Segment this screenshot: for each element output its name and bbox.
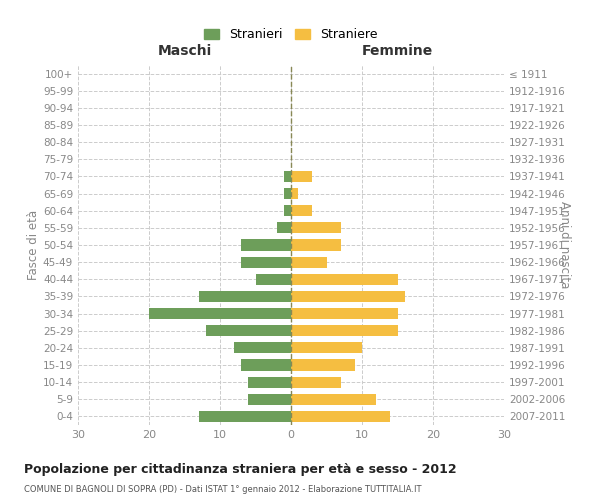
Bar	[291, 394, 376, 405]
Bar	[199, 411, 291, 422]
Bar	[291, 240, 341, 250]
Text: Maschi: Maschi	[157, 44, 212, 58]
Bar	[149, 308, 291, 319]
Bar	[284, 205, 291, 216]
Bar	[284, 171, 291, 182]
Y-axis label: Anni di nascita: Anni di nascita	[558, 202, 571, 288]
Bar	[284, 188, 291, 199]
Bar	[291, 360, 355, 370]
Bar	[291, 308, 398, 319]
Bar	[248, 376, 291, 388]
Bar	[248, 394, 291, 405]
Legend: Stranieri, Straniere: Stranieri, Straniere	[204, 28, 378, 41]
Bar	[291, 325, 398, 336]
Y-axis label: Fasce di età: Fasce di età	[27, 210, 40, 280]
Bar	[206, 325, 291, 336]
Bar	[291, 205, 313, 216]
Bar	[277, 222, 291, 234]
Bar	[199, 291, 291, 302]
Bar	[291, 188, 298, 199]
Bar	[256, 274, 291, 285]
Text: COMUNE DI BAGNOLI DI SOPRA (PD) - Dati ISTAT 1° gennaio 2012 - Elaborazione TUTT: COMUNE DI BAGNOLI DI SOPRA (PD) - Dati I…	[24, 485, 421, 494]
Bar	[291, 274, 398, 285]
Bar	[291, 256, 326, 268]
Bar	[291, 291, 404, 302]
Bar	[291, 342, 362, 353]
Bar	[241, 360, 291, 370]
Bar	[291, 376, 341, 388]
Bar	[241, 240, 291, 250]
Bar	[234, 342, 291, 353]
Bar	[291, 171, 313, 182]
Text: Popolazione per cittadinanza straniera per età e sesso - 2012: Popolazione per cittadinanza straniera p…	[24, 462, 457, 475]
Bar	[291, 222, 341, 234]
Bar	[241, 256, 291, 268]
Bar	[291, 411, 391, 422]
Text: Femmine: Femmine	[362, 44, 433, 58]
